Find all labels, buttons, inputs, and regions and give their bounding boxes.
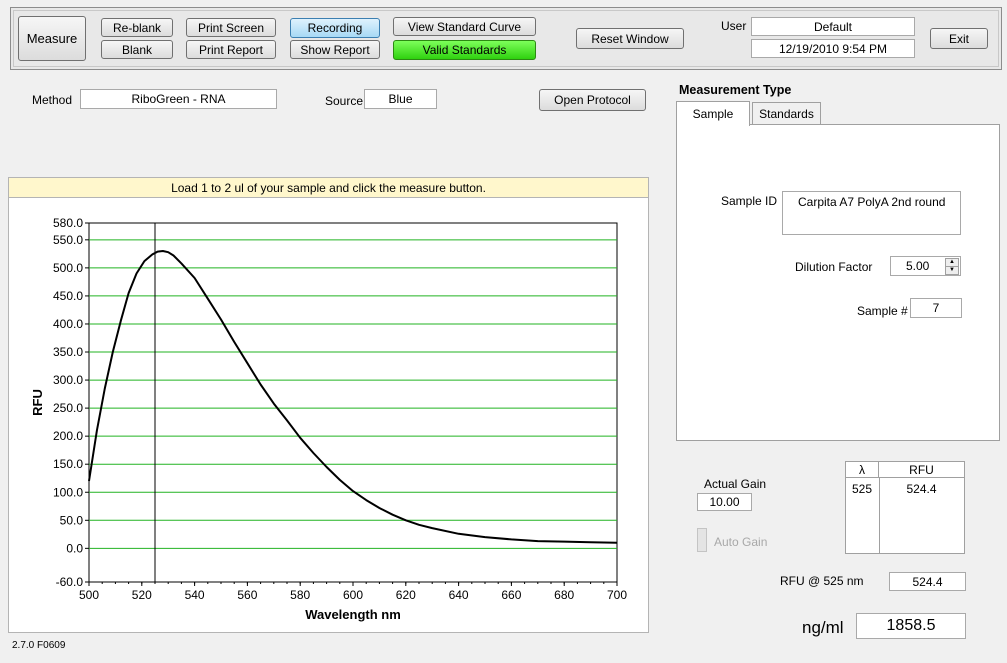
measurement-type-title: Measurement Type xyxy=(679,83,792,97)
y-tick-label: 200.0 xyxy=(53,429,83,443)
user-field: Default xyxy=(751,17,915,36)
concentration-unit-label: ng/ml xyxy=(802,618,844,637)
x-tick-label: 580 xyxy=(290,588,310,602)
auto-gain-toggle[interactable] xyxy=(697,528,707,552)
y-tick-label: 580.0 xyxy=(53,216,83,230)
valid-standards-button[interactable]: Valid Standards xyxy=(393,40,536,60)
toolbar-inner xyxy=(13,10,999,67)
exit-button[interactable]: Exit xyxy=(930,28,988,49)
rfu-value-field: 524.4 xyxy=(889,572,966,591)
x-tick-label: 600 xyxy=(343,588,363,602)
auto-gain-label: Auto Gain xyxy=(714,535,768,549)
x-tick-label: 540 xyxy=(185,588,205,602)
actual-gain-field: 10.00 xyxy=(697,493,752,511)
user-label: User xyxy=(721,19,747,33)
actual-gain-label: Actual Gain xyxy=(704,477,767,491)
measure-button[interactable]: Measure xyxy=(18,16,86,61)
y-tick-label: 50.0 xyxy=(60,513,84,527)
tab-standards[interactable]: Standards xyxy=(752,102,821,125)
rfu-table: λ RFU 525 524.4 xyxy=(845,461,965,554)
rfu-column-header: RFU xyxy=(879,462,964,478)
table-row[interactable]: 525 524.4 xyxy=(846,479,964,496)
sample-number-label: Sample # xyxy=(857,304,908,318)
spin-down-icon[interactable]: ▼ xyxy=(945,266,959,275)
reblank-button[interactable]: Re-blank xyxy=(101,18,173,37)
tab-sample[interactable]: Sample xyxy=(676,101,750,126)
y-tick-label: 300.0 xyxy=(53,373,83,387)
show-report-button[interactable]: Show Report xyxy=(290,40,380,59)
y-tick-label: 100.0 xyxy=(53,485,83,499)
x-tick-label: 560 xyxy=(237,588,257,602)
y-tick-label: 450.0 xyxy=(53,289,83,303)
y-tick-label: 350.0 xyxy=(53,345,83,359)
y-axis-label: RFU xyxy=(30,389,45,416)
chart-instruction-banner: Load 1 to 2 ul of your sample and click … xyxy=(8,177,649,198)
version-label: 2.7.0 F0609 xyxy=(12,640,66,651)
x-tick-label: 620 xyxy=(396,588,416,602)
column-divider xyxy=(879,478,880,553)
x-tick-label: 680 xyxy=(554,588,574,602)
view-standard-curve-button[interactable]: View Standard Curve xyxy=(393,17,536,36)
sample-id-input[interactable]: Carpita A7 PolyA 2nd round xyxy=(782,191,961,235)
plot-area xyxy=(88,222,618,583)
source-label: Source xyxy=(325,94,364,108)
x-tick-label: 700 xyxy=(607,588,627,602)
x-tick-label: 500 xyxy=(79,588,99,602)
recording-button[interactable]: Recording xyxy=(290,18,380,38)
reset-window-button[interactable]: Reset Window xyxy=(576,28,684,49)
row-rfu: 524.4 xyxy=(906,482,937,496)
y-tick-label: 0.0 xyxy=(66,541,83,555)
dilution-factor-value: 5.00 xyxy=(906,259,930,273)
print-report-button[interactable]: Print Report xyxy=(186,40,276,59)
spectrum-chart: 580.0 550.0 500.0 450.0 400.0 350.0 300.0 250.0… xyxy=(30,216,627,622)
sample-tab-panel xyxy=(676,124,1000,441)
x-tick-label: 660 xyxy=(501,588,521,602)
x-tick-label: 640 xyxy=(449,588,469,602)
x-axis-label: Wavelength nm xyxy=(305,607,401,622)
lambda-column-header: λ xyxy=(846,462,879,478)
datetime-field: 12/19/2010 9:54 PM xyxy=(751,39,915,58)
y-tick-label: 400.0 xyxy=(53,317,83,331)
row-lambda: 525 xyxy=(852,482,873,496)
open-protocol-button[interactable]: Open Protocol xyxy=(539,89,646,111)
method-label: Method xyxy=(32,93,73,107)
sample-number-input[interactable]: 7 xyxy=(910,298,962,318)
y-tick-label: 500.0 xyxy=(53,261,83,275)
blank-button[interactable]: Blank xyxy=(101,40,173,59)
x-tick-label: 520 xyxy=(132,588,152,602)
dilution-factor-input[interactable]: 5.00 ▲ ▼ xyxy=(890,256,961,276)
method-field[interactable]: RiboGreen - RNA xyxy=(80,89,277,109)
y-tick-label: 250.0 xyxy=(53,401,83,415)
y-tick-label: 150.0 xyxy=(53,457,83,471)
source-field[interactable]: Blue xyxy=(364,89,437,109)
concentration-value-field: 1858.5 xyxy=(856,613,966,639)
y-tick-label: 550.0 xyxy=(53,233,83,247)
dilution-factor-label: Dilution Factor xyxy=(795,260,873,274)
print-screen-button[interactable]: Print Screen xyxy=(186,18,276,37)
y-tick-label: -60.0 xyxy=(56,575,84,589)
rfu-at-wavelength-label: RFU @ 525 nm xyxy=(780,574,864,588)
sample-id-label: Sample ID xyxy=(721,194,778,208)
spectrum-series-line xyxy=(88,250,618,544)
